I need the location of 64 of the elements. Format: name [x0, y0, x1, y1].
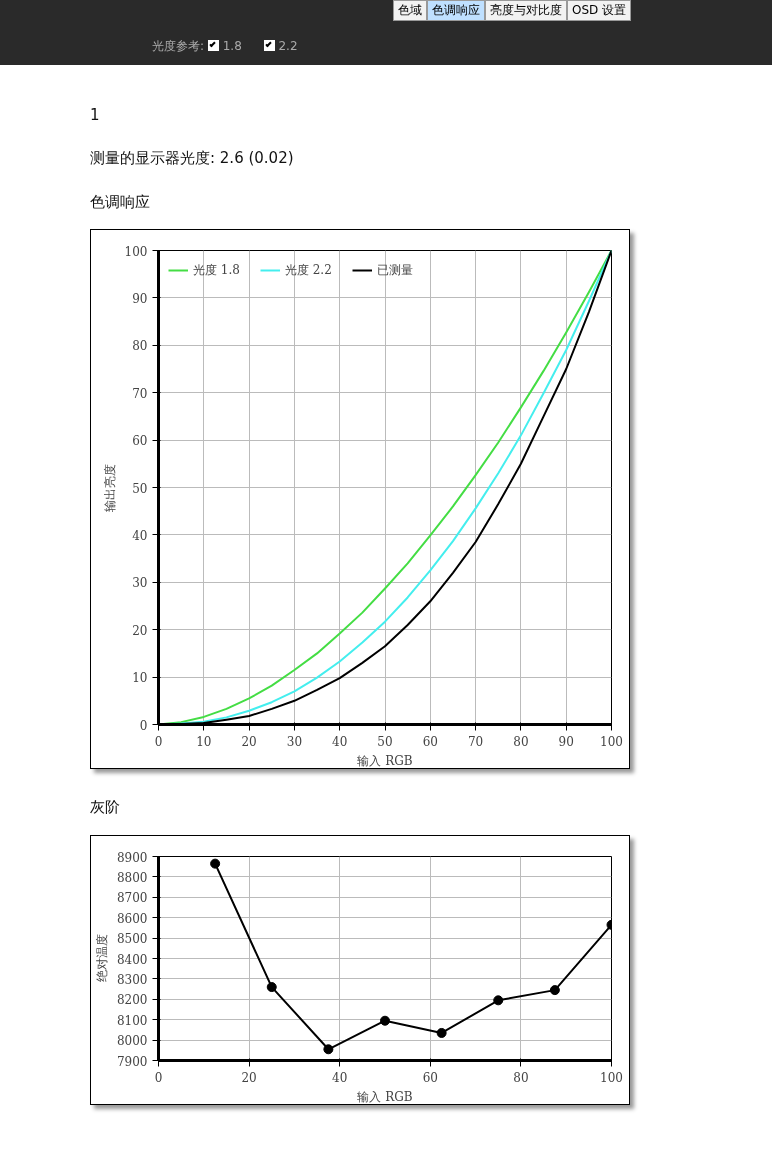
x-tick-label: 100: [600, 1070, 623, 1085]
text: 1: [90, 105, 101, 126]
y-tick-label: 8000: [116, 1033, 148, 1048]
y-tick-label: 50: [132, 481, 148, 496]
point: [493, 995, 504, 1005]
point: [266, 981, 277, 992]
legend-label: 光度 2.2: [284, 261, 332, 279]
legend-label: 已测量: [376, 261, 413, 279]
x-axis-title: 输入 RGB: [357, 753, 413, 768]
x-tick-label: 40: [332, 1070, 348, 1085]
chart-title: 色调响应: [90, 191, 150, 213]
point: [210, 858, 221, 869]
x-tick-label: 10: [196, 734, 212, 749]
y-axis-title: 绝对温度: [94, 934, 109, 983]
point: [380, 1015, 390, 1026]
x-tick-label: 80: [513, 734, 529, 749]
text: 色调响应: [427, 0, 485, 22]
x-tick-label: 60: [422, 1070, 438, 1085]
x-tick-label: 70: [467, 734, 484, 749]
x-axis-title: 输入 RGB: [357, 1089, 413, 1104]
y-tick-label: 8800: [116, 870, 148, 885]
y-axis-title: 输出亮度: [102, 463, 117, 512]
y-tick-label: 8200: [116, 992, 148, 1007]
x-tick-label: 40: [332, 734, 348, 749]
y-tick-label: 8300: [116, 972, 148, 987]
y-tick-label: 100: [124, 244, 148, 259]
point: [323, 1043, 334, 1054]
x-tick-label: 0: [154, 734, 163, 749]
y-tick-label: 8700: [116, 890, 148, 905]
y-tick-label: 90: [132, 292, 148, 307]
y-tick-label: 40: [132, 529, 148, 544]
legend-label: 光度 1.8: [193, 261, 240, 279]
chart-title: 灰阶: [90, 797, 120, 819]
y-tick-label: 8900: [116, 850, 148, 865]
y-tick-label: 20: [132, 623, 148, 638]
point: [549, 984, 560, 995]
x-tick-label: 50: [377, 734, 393, 749]
y-tick-label: 8600: [116, 911, 148, 926]
x-tick-label: 20: [241, 1070, 257, 1085]
x-tick-label: 100: [600, 734, 623, 749]
y-tick-label: 60: [132, 434, 148, 449]
y-tick-label: 70: [132, 386, 148, 401]
y-tick-label: 30: [132, 576, 148, 591]
x-tick-label: 0: [154, 1070, 163, 1085]
x-tick-label: 90: [558, 734, 574, 749]
point: [436, 1027, 447, 1038]
y-tick-label: 8500: [116, 931, 148, 946]
x-tick-label: 20: [241, 734, 257, 749]
x-tick-label: 30: [286, 734, 303, 749]
y-tick-label: 7900: [116, 1054, 148, 1069]
text: 1.8: [222, 39, 242, 53]
text: 2.2: [278, 39, 298, 53]
text: 色域: [393, 0, 427, 22]
y-tick-label: 0: [139, 718, 148, 733]
y-tick-label: 8100: [116, 1013, 148, 1028]
text: OSD 设置: [567, 0, 632, 22]
text: 亮度与对比度: [485, 0, 567, 22]
text: 光度参考:: [152, 39, 205, 53]
text: 测量的显示器光度: 2.6 (0.02): [90, 148, 295, 170]
y-tick-label: 8400: [116, 952, 148, 967]
x-tick-label: 80: [513, 1070, 529, 1085]
y-tick-label: 10: [132, 671, 148, 686]
x-tick-label: 60: [422, 734, 438, 749]
y-tick-label: 80: [132, 339, 148, 354]
